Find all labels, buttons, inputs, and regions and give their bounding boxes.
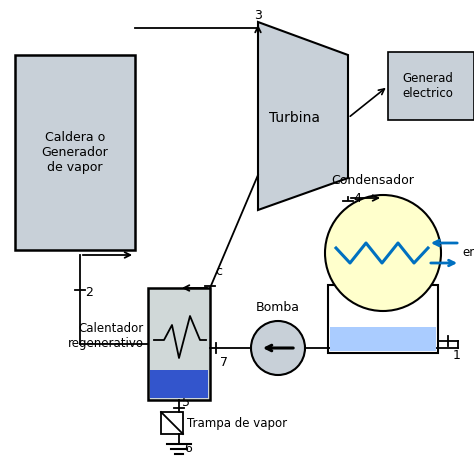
Text: Generad
electrico: Generad electrico — [402, 72, 454, 100]
Text: Caldera o
Generador
de vapor: Caldera o Generador de vapor — [42, 131, 109, 174]
Text: c: c — [215, 265, 222, 278]
Text: 7: 7 — [220, 356, 228, 369]
Circle shape — [325, 195, 441, 311]
Bar — [161, 412, 183, 434]
Bar — [15, 55, 135, 250]
Bar — [150, 370, 208, 398]
Text: Calentador
regenerativo: Calentador regenerativo — [68, 322, 144, 350]
Text: 4: 4 — [353, 193, 361, 205]
Text: Condensador: Condensador — [331, 174, 414, 187]
Bar — [330, 327, 436, 351]
Text: 1: 1 — [453, 349, 461, 362]
Circle shape — [251, 321, 305, 375]
Text: Turbina: Turbina — [270, 111, 320, 125]
Text: 5: 5 — [182, 396, 190, 408]
Text: 3: 3 — [254, 9, 262, 22]
Bar — [328, 285, 438, 353]
Text: Trampa de vapor: Trampa de vapor — [187, 416, 287, 430]
Text: 6: 6 — [184, 443, 192, 455]
Text: en: en — [462, 246, 474, 260]
Polygon shape — [258, 22, 348, 210]
Bar — [388, 52, 474, 120]
Bar — [148, 288, 210, 400]
Text: Bomba: Bomba — [256, 301, 300, 314]
Text: 2: 2 — [85, 287, 93, 300]
